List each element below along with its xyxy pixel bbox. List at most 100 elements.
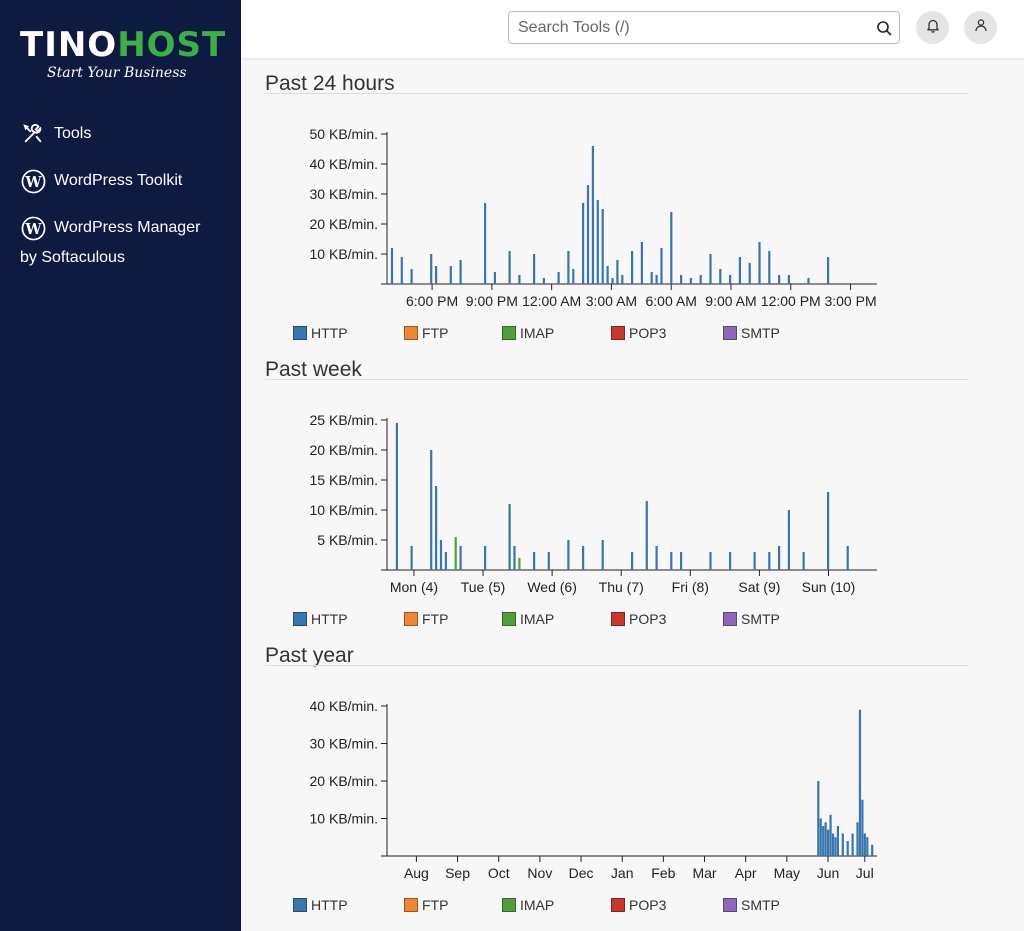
legend-label: HTTP bbox=[311, 897, 348, 913]
chart-past-year: 10 KB/min. 20 KB/min. 30 KB/min. 40 KB/min.… bbox=[310, 698, 877, 881]
x-tick-label: 12:00 PM bbox=[761, 293, 821, 309]
bar-http bbox=[802, 552, 805, 570]
bar-http bbox=[787, 275, 790, 284]
sidebar-item-label: WordPress Toolkit bbox=[54, 172, 183, 189]
x-tick-label: Thu (7) bbox=[599, 579, 644, 595]
bar-http bbox=[435, 486, 438, 570]
sidebar-item-wordpress-manager[interactable]: W WordPress Manager bbox=[20, 212, 235, 244]
bar-http bbox=[680, 552, 683, 570]
bar-http bbox=[390, 248, 394, 284]
tools-icon bbox=[20, 121, 46, 147]
notifications-button[interactable] bbox=[916, 11, 949, 44]
bar-http bbox=[439, 540, 443, 570]
x-tick-label: Aug bbox=[404, 865, 429, 881]
legend-swatch bbox=[723, 898, 737, 912]
bar-http bbox=[430, 450, 433, 570]
bar-http bbox=[748, 263, 751, 284]
x-tick-label: Wed (6) bbox=[527, 579, 577, 595]
y-tick-label: 40 KB/min. bbox=[310, 156, 378, 172]
legend-swatch bbox=[404, 612, 418, 626]
y-tick-label: 5 KB/min. bbox=[317, 532, 378, 548]
bar-http bbox=[758, 242, 761, 284]
bar-http bbox=[846, 546, 849, 570]
bar-http bbox=[827, 829, 830, 856]
bar-http bbox=[493, 272, 496, 284]
legend-item-smtp: SMTP bbox=[723, 897, 780, 913]
bar-http bbox=[484, 546, 487, 570]
bar-http bbox=[547, 552, 550, 570]
legend-item-http: HTTP bbox=[293, 325, 348, 341]
x-tick-label: 3:00 PM bbox=[824, 293, 876, 309]
legend-swatch bbox=[611, 898, 625, 912]
legend-label: POP3 bbox=[629, 325, 667, 341]
bar-http bbox=[831, 833, 835, 856]
bar-http bbox=[670, 212, 673, 284]
legend-item-pop3: POP3 bbox=[611, 897, 666, 913]
section-title-24h: Past 24 hours bbox=[265, 72, 395, 95]
bar-http bbox=[846, 841, 849, 856]
x-tick-label: 9:00 PM bbox=[466, 293, 518, 309]
x-tick-label: Oct bbox=[488, 865, 510, 881]
legend-swatch bbox=[611, 326, 625, 340]
legend-item-pop3: POP3 bbox=[611, 325, 666, 341]
y-tick-label: 30 KB/min. bbox=[310, 186, 378, 202]
y-tick-label: 10 KB/min. bbox=[310, 502, 378, 518]
x-tick-label: Fri (8) bbox=[672, 579, 709, 595]
sidebar-item-tools[interactable]: Tools bbox=[20, 118, 235, 150]
bar-http bbox=[650, 272, 653, 284]
bar-http bbox=[819, 818, 822, 856]
divider bbox=[265, 379, 968, 380]
legend-label: SMTP bbox=[741, 611, 780, 627]
legend-label: FTP bbox=[422, 897, 449, 913]
search-input[interactable] bbox=[509, 12, 869, 43]
bar-http bbox=[807, 278, 810, 284]
bar-http bbox=[533, 552, 536, 570]
legend-label: POP3 bbox=[629, 611, 667, 627]
x-tick-label: Mon (4) bbox=[390, 579, 438, 595]
x-tick-label: Feb bbox=[651, 865, 675, 881]
sidebar-item-wordpress-toolkit[interactable]: W WordPress Toolkit bbox=[20, 165, 235, 197]
bar-http bbox=[557, 272, 560, 284]
user-menu-button[interactable] bbox=[964, 11, 997, 44]
x-tick-label: 6:00 PM bbox=[406, 293, 458, 309]
bar-http bbox=[542, 278, 545, 284]
x-tick-label: Apr bbox=[735, 865, 757, 881]
user-icon bbox=[974, 18, 988, 37]
bar-http bbox=[435, 266, 438, 284]
bar-http bbox=[836, 826, 839, 856]
section-title-week: Past week bbox=[265, 358, 362, 381]
bar-http bbox=[856, 822, 859, 856]
legend-label: FTP bbox=[422, 325, 449, 341]
x-tick-label: 6:00 AM bbox=[646, 293, 697, 309]
logo-text: TINOHOST bbox=[20, 25, 225, 65]
bar-http bbox=[410, 546, 413, 570]
svg-text:W: W bbox=[24, 173, 42, 190]
bar-http bbox=[518, 275, 521, 284]
logo-tino: TINO bbox=[20, 25, 118, 65]
search-box bbox=[508, 11, 900, 44]
search-icon[interactable] bbox=[869, 20, 899, 36]
brand-logo[interactable]: TINOHOST Start Your Business bbox=[20, 25, 225, 81]
bar-http bbox=[824, 822, 827, 856]
legend-label: HTTP bbox=[311, 325, 348, 341]
bar-http bbox=[459, 546, 462, 570]
y-tick-label: 10 KB/min. bbox=[310, 811, 378, 827]
bar-http bbox=[533, 254, 536, 284]
bar-http bbox=[616, 260, 619, 284]
sidebar-item-sublabel[interactable]: by Softaculous bbox=[20, 249, 125, 266]
bar-http bbox=[631, 552, 634, 570]
y-tick-label: 20 KB/min. bbox=[310, 442, 378, 458]
x-tick-label: Sat (9) bbox=[738, 579, 780, 595]
legend-swatch bbox=[404, 326, 418, 340]
bar-http bbox=[851, 833, 854, 856]
section-title-year: Past year bbox=[265, 644, 354, 667]
sidebar-item-label: Tools bbox=[54, 125, 92, 142]
x-tick-label: Sep bbox=[445, 865, 470, 881]
sidebar-item-label: WordPress Manager bbox=[54, 219, 201, 236]
bar-http bbox=[709, 254, 712, 284]
y-tick-label: 25 KB/min. bbox=[310, 412, 378, 428]
bar-http bbox=[817, 781, 820, 856]
legend-item-imap: IMAP bbox=[502, 611, 554, 627]
bar-http bbox=[631, 251, 634, 284]
bar-http bbox=[768, 251, 771, 284]
